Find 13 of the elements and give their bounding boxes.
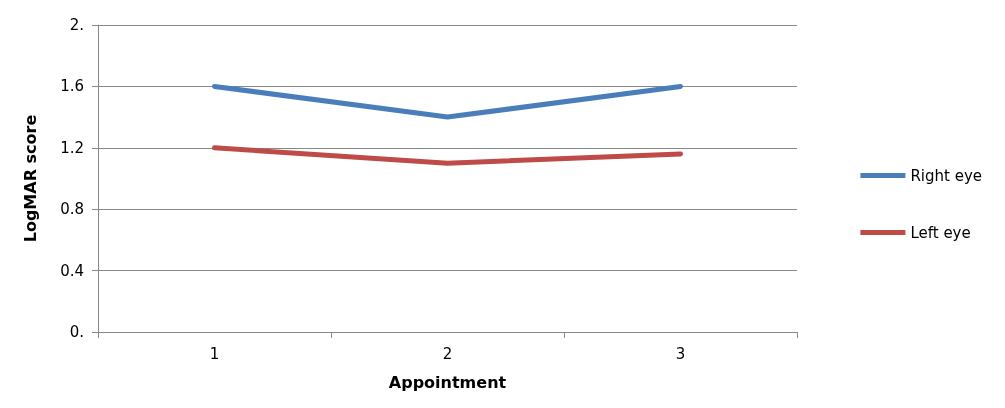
y-tick-label: 2. — [69, 16, 84, 34]
y-tick-label: 0.4 — [60, 261, 84, 280]
y-axis-title: LogMAR score — [20, 114, 40, 243]
x-axis-title: Appointment — [388, 372, 507, 392]
y-tick-label: 0. — [69, 323, 84, 341]
legend-label: Right eye — [910, 166, 983, 185]
y-tick-label: 0.8 — [60, 200, 84, 219]
x-tick-label: 2 — [442, 344, 453, 363]
legend-label: Left eye — [910, 223, 971, 242]
x-tick-label: 1 — [209, 344, 220, 363]
y-tick-label: 1.2 — [60, 138, 84, 157]
x-tick-label: 3 — [675, 344, 686, 363]
y-tick-label: 1.6 — [60, 77, 84, 96]
